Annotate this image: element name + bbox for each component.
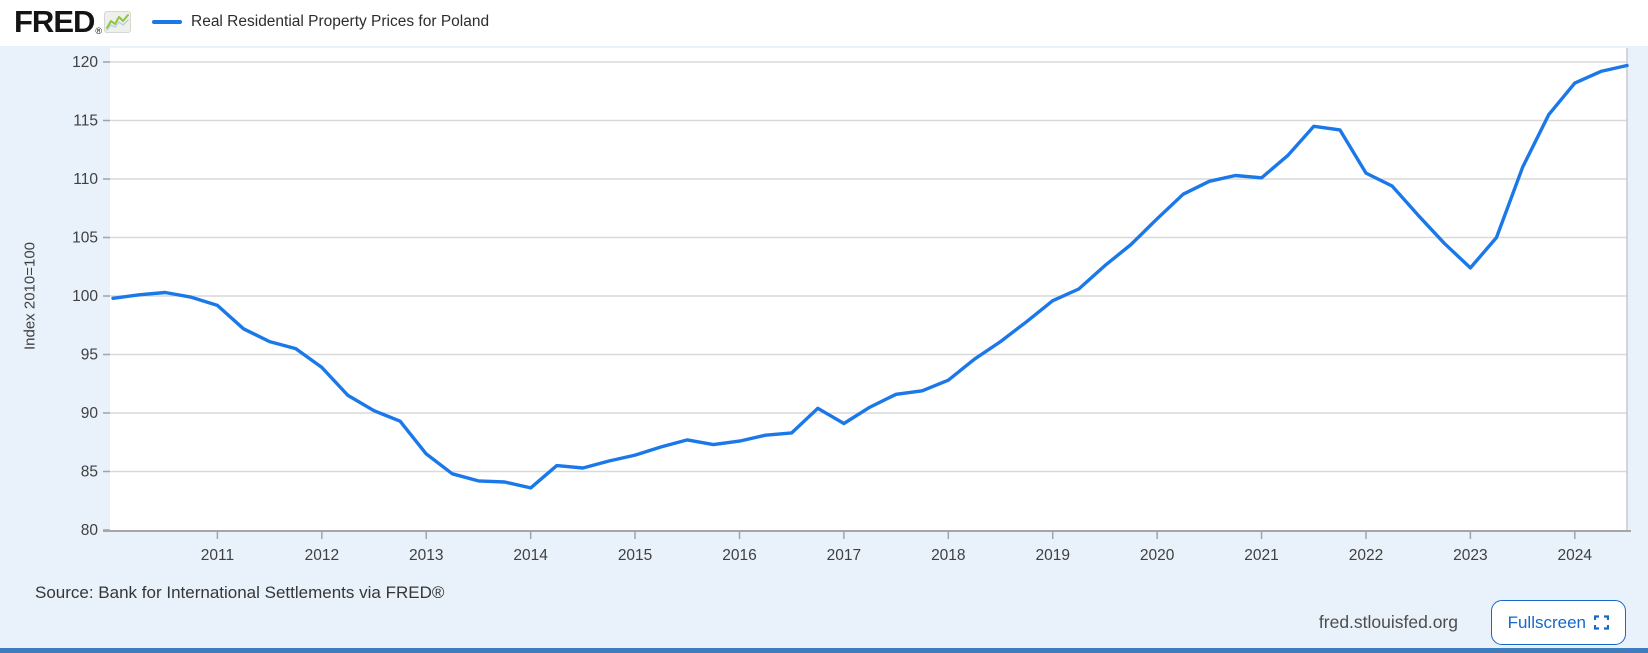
y-tick-label: 100 (72, 288, 98, 305)
fred-logo[interactable]: FRED ® (14, 4, 132, 39)
chart-legend: Real Residential Property Prices for Pol… (152, 13, 489, 31)
y-tick-label: 115 (73, 113, 98, 130)
y-tick-label: 90 (81, 405, 99, 422)
x-tick-label: 2012 (305, 547, 339, 564)
y-tick-label: 120 (72, 54, 98, 71)
x-tick-label: 2024 (1558, 547, 1593, 564)
x-tick-label: 2014 (513, 547, 548, 564)
y-tick-label: 110 (73, 171, 98, 188)
y-tick-label: 95 (81, 347, 98, 364)
fullscreen-button-label: Fullscreen (1507, 612, 1586, 632)
data-series-line[interactable] (111, 63, 1629, 490)
bottom-accent-bar (0, 648, 1648, 653)
x-tick-label: 2018 (931, 547, 965, 564)
fred-logo-registered-mark: ® (95, 26, 103, 36)
y-tick-label: 105 (72, 230, 98, 247)
fullscreen-icon (1593, 615, 1610, 630)
legend-series-label: Real Residential Property Prices for Pol… (191, 13, 490, 30)
x-tick-label: 2020 (1140, 547, 1175, 564)
fullscreen-button[interactable]: Fullscreen (1490, 600, 1626, 645)
y-tick-label: 85 (81, 464, 98, 481)
x-tick-label: 2016 (722, 547, 756, 564)
x-tick-label: 2011 (201, 547, 234, 564)
x-tick-label: 2017 (827, 547, 861, 564)
x-tick-label: 2015 (618, 547, 652, 564)
y-tick-label: 80 (81, 522, 99, 539)
x-tick-label: 2013 (409, 547, 443, 564)
fred-logo-text: FRED (14, 4, 95, 39)
legend-line-swatch (152, 20, 182, 24)
fred-sparkline-icon (104, 11, 132, 33)
site-link[interactable]: fred.stlouisfed.org (1318, 612, 1458, 632)
x-tick-label: 2019 (1035, 547, 1069, 564)
header-band (0, 0, 1648, 46)
source-note: Source: Bank for International Settlemen… (35, 583, 445, 602)
x-tick-label: 2023 (1453, 547, 1487, 564)
x-tick-label: 2022 (1349, 547, 1383, 564)
x-tick-label: 2021 (1244, 547, 1278, 564)
plot-area[interactable]: 80 85 90 95 100 105 110 115 120 2011 2012 2013 2014 2… (0, 0, 1648, 580)
